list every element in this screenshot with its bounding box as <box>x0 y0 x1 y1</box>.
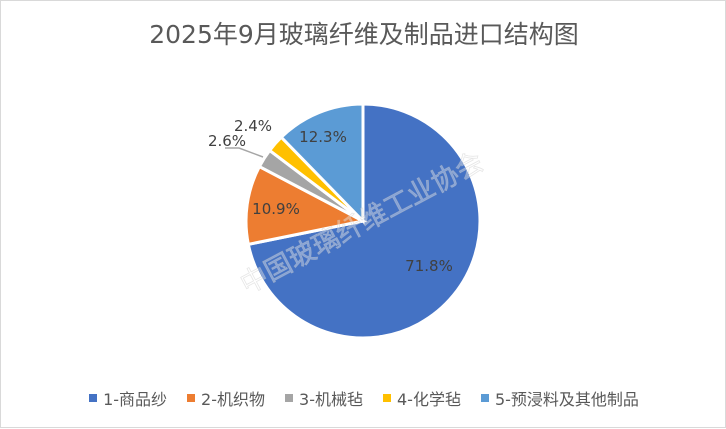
chart-title: 2025年9月玻璃纤维及制品进口结构图 <box>149 20 579 49</box>
legend-label: 5-预浸料及其他制品 <box>494 390 639 409</box>
legend-swatch <box>89 394 98 402</box>
legend-swatch <box>480 394 489 402</box>
legend-label: 4-化学毡 <box>396 390 461 409</box>
legend-item-3: 3-机械毡 <box>285 386 363 410</box>
legend-item-1: 1-商品纱 <box>89 386 167 410</box>
data-label-1: 71.8% <box>405 257 453 275</box>
legend-swatch <box>285 394 294 402</box>
legend-item-2: 2-机织物 <box>187 386 265 410</box>
data-label-2: 10.9% <box>252 200 300 218</box>
pie-slice-2 <box>244 164 368 247</box>
legend-label: 3-机械毡 <box>299 390 363 409</box>
legend-label: 2-机织物 <box>201 390 266 409</box>
legend-swatch <box>382 394 391 402</box>
leader-line <box>225 147 264 158</box>
data-label-3: 2.6% <box>208 132 246 150</box>
legend: 1-商品纱 2-机织物 3-机械毡 4-化学毡 5-预浸料及其他制品 <box>1 386 726 410</box>
legend-label: 1-商品纱 <box>103 390 168 409</box>
legend-swatch <box>187 394 196 402</box>
pie-slice-5 <box>279 102 365 225</box>
legend-item-4: 4-化学毡 <box>382 386 461 410</box>
data-label-5: 12.3% <box>299 128 347 146</box>
legend-item-5: 5-预浸料及其他制品 <box>480 386 639 410</box>
data-label-4: 2.4% <box>234 117 272 135</box>
